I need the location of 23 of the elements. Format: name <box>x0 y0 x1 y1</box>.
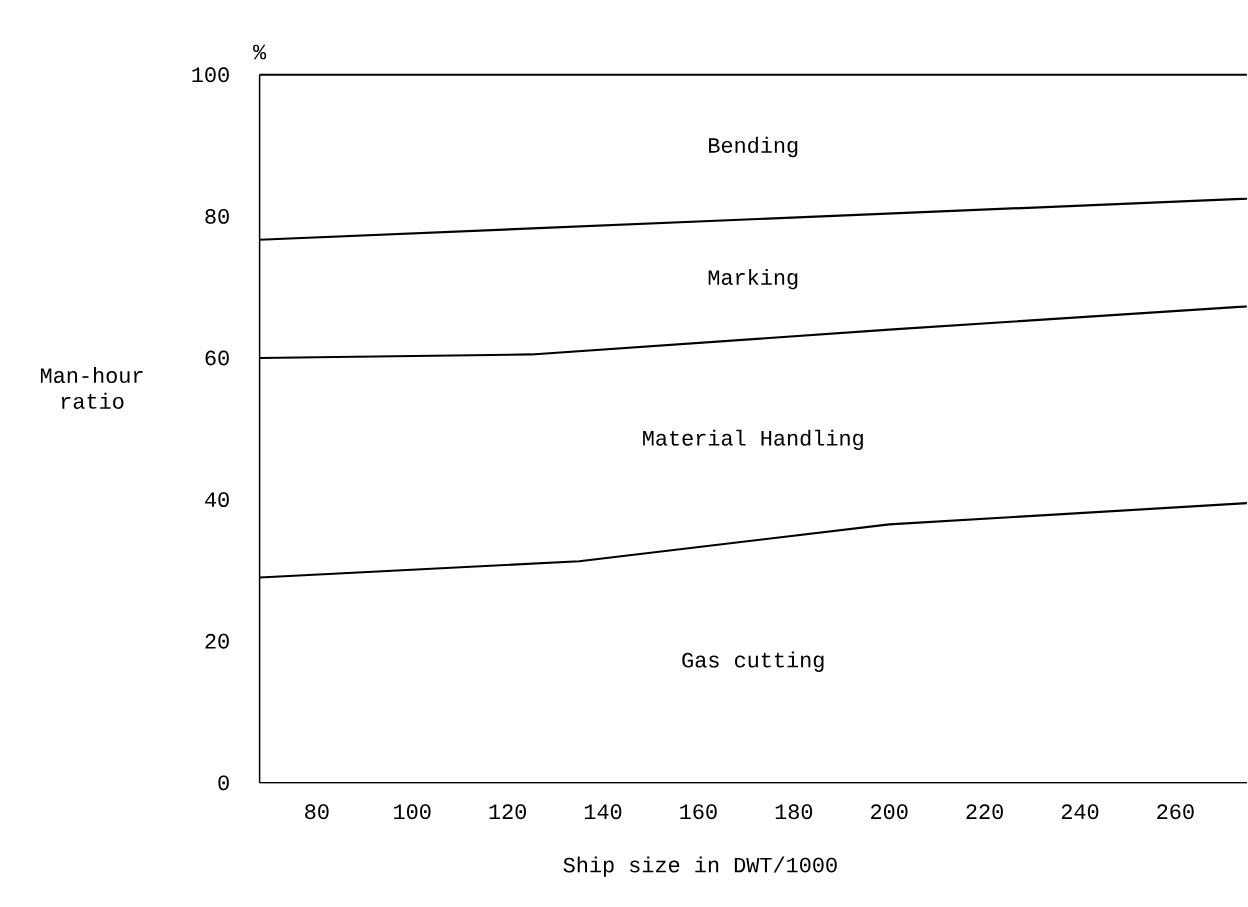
annotation: Gas cutting <box>682 651 824 673</box>
y-tick-label: 100 <box>192 67 229 83</box>
x-tick-label: 80 <box>305 804 329 820</box>
text: % <box>253 44 267 60</box>
y-tick-label: 80 <box>205 209 229 225</box>
x-tick-label: 160 <box>680 804 717 820</box>
x-tick-label: 100 <box>394 804 431 820</box>
x-tick-label: 240 <box>1061 804 1099 820</box>
y-tick-label: 60 <box>205 350 229 366</box>
x-axis-title: Ship size in DWT/1000 <box>563 856 837 878</box>
annotation: Bending <box>709 137 798 158</box>
annotation: Material Handling <box>643 429 863 451</box>
x-tick-label: 180 <box>775 804 813 820</box>
x-tick-label: 200 <box>871 804 908 820</box>
y-tick-label: 20 <box>205 634 229 649</box>
x-tick-label: 260 <box>1157 804 1194 820</box>
x-tick-label: 120 <box>489 804 526 820</box>
x-tick-label: 140 <box>584 804 622 820</box>
y-tick-label: 0 <box>218 775 229 791</box>
x-tick-label: 220 <box>966 804 1003 820</box>
y-axis-title: Man-hour ratio <box>40 367 143 410</box>
y-tick-label: 40 <box>205 492 229 508</box>
annotation: Marking <box>708 269 798 290</box>
